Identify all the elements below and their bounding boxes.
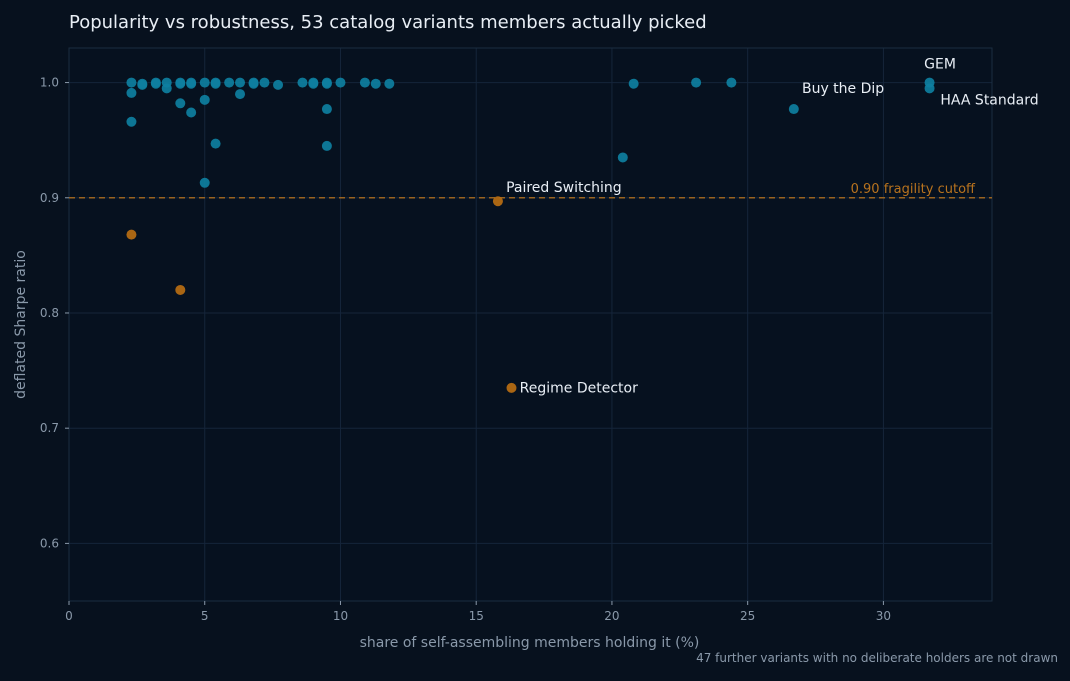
robust-point: [691, 77, 702, 88]
fragile-point: [175, 284, 186, 295]
data-points: [126, 77, 935, 393]
x-tick-label: 15: [469, 609, 484, 623]
x-tick-label: 25: [740, 609, 755, 623]
robust-point: [321, 78, 332, 89]
x-tick-label: 0: [65, 609, 73, 623]
point-annotation: HAA Standard: [940, 92, 1038, 108]
point-annotation: Buy the Dip: [802, 81, 884, 97]
robust-point: [297, 77, 308, 88]
robust-point: [273, 79, 284, 90]
point-annotation: Regime Detector: [520, 380, 638, 396]
robust-point: [308, 78, 319, 89]
robust-point: [321, 104, 332, 115]
robust-point: [788, 104, 799, 115]
robust-point: [210, 138, 221, 149]
robust-point: [126, 116, 137, 127]
robust-point: [384, 78, 395, 89]
point-annotation: Paired Switching: [506, 180, 622, 196]
plot-area: [69, 48, 992, 601]
robust-point: [186, 107, 197, 118]
robust-point: [199, 77, 210, 88]
robust-point: [186, 78, 197, 89]
robust-point: [210, 78, 221, 89]
point-annotations: GEM Buy the Dip HAA Standard Paired Switchi…: [506, 57, 1039, 397]
point-annotation: GEM: [924, 57, 956, 73]
robust-point: [617, 152, 628, 163]
x-tick-label: 20: [604, 609, 619, 623]
footnote: 47 further variants with no deliberate h…: [696, 651, 1058, 665]
y-axis-label: deflated Sharpe ratio: [13, 250, 29, 399]
robust-point: [628, 78, 639, 89]
x-tick-label: 10: [333, 609, 348, 623]
y-tick-label: 0.8: [40, 306, 59, 320]
robust-point: [924, 83, 935, 94]
robust-point: [235, 77, 246, 88]
robust-point: [235, 89, 246, 100]
robust-point: [335, 77, 346, 88]
robust-point: [126, 87, 137, 98]
fragile-point: [506, 382, 517, 393]
robust-point: [150, 78, 161, 89]
cutoff-label: 0.90 fragility cutoff: [851, 182, 976, 197]
robust-point: [161, 83, 172, 94]
robust-point: [199, 94, 210, 105]
x-tick-label: 5: [201, 609, 209, 623]
robust-point: [248, 78, 259, 89]
y-tick-label: 0.6: [40, 536, 59, 550]
axis-ticks: 0 5 10 15 20 25 30 0.6 0.7 0.8 0.9 1.0: [40, 76, 891, 623]
robust-point: [726, 77, 737, 88]
x-tick-label: 30: [876, 609, 891, 623]
robust-point: [224, 77, 235, 88]
y-tick-label: 0.9: [40, 191, 59, 205]
robust-point: [175, 78, 186, 89]
robust-point: [359, 77, 370, 88]
robust-point: [175, 98, 186, 109]
robust-point: [321, 140, 332, 151]
robust-point: [259, 77, 270, 88]
fragile-point: [126, 229, 137, 240]
y-tick-label: 1.0: [40, 76, 59, 90]
robust-point: [199, 177, 210, 188]
robust-point: [370, 78, 381, 89]
plot-frame: [68, 47, 993, 602]
x-axis-label: share of self-assembling members holding…: [360, 635, 700, 651]
y-tick-label: 0.7: [40, 421, 59, 435]
fragile-point: [492, 196, 503, 207]
chart-title: Popularity vs robustness, 53 catalog var…: [69, 12, 707, 33]
robust-point: [126, 77, 137, 88]
robust-point: [137, 79, 148, 90]
